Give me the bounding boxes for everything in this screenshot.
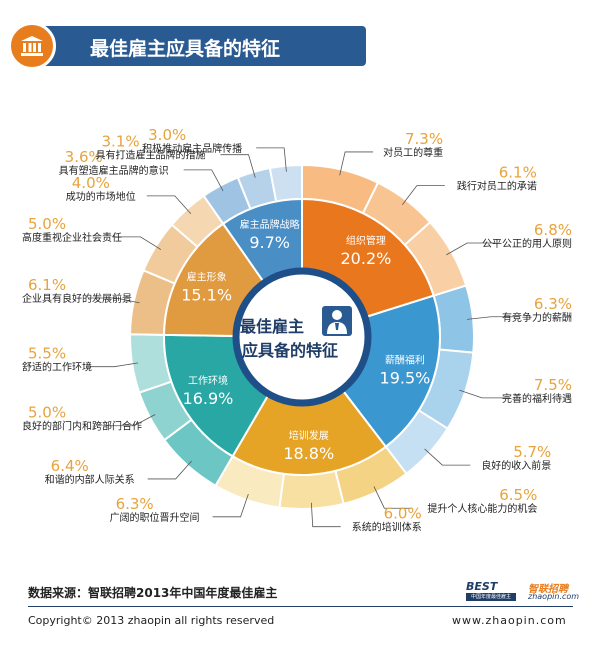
leader-lines — [86, 147, 519, 528]
leader-line — [310, 502, 341, 528]
inner-slice-label: 培训发展 — [289, 429, 329, 442]
outer-slice-value: 3.1% — [102, 133, 140, 151]
center-circle — [232, 267, 372, 407]
inner-slice-label: 雇主品牌战略 — [240, 218, 300, 231]
leader-line — [256, 147, 287, 172]
leader-line — [220, 154, 256, 178]
outer-slice-label: 具有塑造雇主品牌的意识 — [59, 164, 169, 177]
outer-slice-value: 5.0% — [28, 215, 66, 233]
leader-line — [105, 414, 156, 427]
inner-slice-label: 薪酬福利 — [385, 354, 425, 367]
best-logo: BEST 中国年度最佳雇主 — [466, 580, 516, 602]
outer-slice-value: 6.8% — [534, 221, 572, 239]
zhaopin-logo: 智联招聘 zhaopin.com — [528, 584, 580, 601]
copyright: Copyright© 2013 zhaopin all rights reser… — [28, 614, 275, 627]
leader-line — [339, 151, 374, 176]
outer-slice-label: 广阔的职位晋升空间 — [110, 511, 200, 524]
leader-line — [446, 242, 496, 256]
inner-slice-value: 18.8% — [283, 444, 334, 463]
outer-slice-label: 完善的福利待遇 — [502, 392, 572, 405]
person-icon — [322, 306, 352, 336]
leader-line — [112, 236, 162, 250]
outer-slice-value: 5.0% — [28, 404, 66, 422]
outer-slice-label: 成功的市场地位 — [66, 190, 136, 203]
outer-slice-value: 6.5% — [499, 486, 537, 504]
outer-slice-label: 企业具有良好的发展前景 — [22, 292, 132, 305]
outer-slice-label: 践行对员工的承诺 — [457, 180, 537, 193]
outer-slice-value: 7.5% — [534, 376, 572, 394]
outer-slice-value: 5.7% — [513, 443, 551, 461]
outer-slice-label: 良好的收入前景 — [481, 459, 551, 472]
outer-slice-label: 和谐的内部人际关系 — [45, 473, 135, 486]
leader-line — [424, 448, 471, 466]
outer-slice-value: 4.0% — [72, 174, 110, 192]
outer-slice-value: 3.0% — [148, 126, 186, 144]
footer-divider — [28, 606, 573, 607]
outer-slice-label: 积极推动雇主品牌传播 — [142, 142, 242, 155]
leader-line — [86, 362, 139, 368]
outer-slice-label: 舒适的工作环境 — [22, 361, 92, 374]
outer-slice-value: 3.6% — [65, 148, 103, 166]
outer-slice-value: 6.3% — [116, 495, 154, 513]
inner-slice-value: 20.2% — [341, 249, 392, 268]
leader-line — [147, 460, 192, 480]
outer-slice-value: 6.4% — [51, 457, 89, 475]
page-title: 最佳雇主应具备的特征 — [90, 38, 281, 60]
inner-labels: 组织管理 20.2% 薪酬福利 19.5% 培训发展 18.8% 工作环境 16.9% 雇主形象… — [181, 218, 430, 463]
donut-chart: 对员工的尊重7.3%践行对员工的承诺6.1%公平公正的用人原则6.8%有竞争力的… — [22, 126, 572, 534]
outer-slice-label: 系统的培训体系 — [352, 521, 422, 534]
outer-slice-value: 6.1% — [28, 276, 66, 294]
leader-line — [459, 389, 510, 399]
outer-slice-label: 对员工的尊重 — [383, 146, 443, 159]
outer-slice-label: 良好的部门内和跨部门合作 — [22, 420, 142, 433]
outer-slice-label: 有竞争力的薪酬 — [502, 311, 572, 324]
outer-slice-label: 提升个人核心能力的机会 — [427, 502, 537, 515]
outer-slice-label: 具有打造雇主品牌的措施 — [96, 149, 206, 162]
outer-labels: 对员工的尊重7.3%践行对员工的承诺6.1%公平公正的用人原则6.8%有竞争力的… — [22, 126, 572, 534]
header: 最佳雇主应具备的特征 — [8, 22, 368, 70]
leader-line — [183, 169, 224, 192]
leader-line — [373, 486, 413, 509]
leader-line — [402, 185, 445, 205]
inner-slice-label: 工作环境 — [188, 374, 228, 387]
inner-slice-value: 16.9% — [183, 389, 234, 408]
outer-slice-value: 6.0% — [384, 505, 422, 523]
center-title-line1: 最佳雇主 — [240, 317, 304, 336]
leader-line — [212, 493, 249, 518]
leader-line — [467, 316, 519, 320]
data-source: 数据来源：智联招聘2013年中国年度最佳雇主 — [28, 586, 278, 600]
leader-line — [146, 195, 192, 214]
inner-slice-label: 组织管理 — [346, 234, 386, 247]
outer-slice-label: 公平公正的用人原则 — [482, 237, 572, 250]
outer-slice-value: 7.3% — [405, 130, 443, 148]
outer-slice-value: 5.5% — [28, 345, 66, 363]
leader-line — [88, 297, 140, 304]
center-title-line2: 应具备的特征 — [242, 341, 338, 360]
inner-slice-label: 雇主形象 — [187, 270, 227, 283]
inner-slice-value: 15.1% — [181, 285, 232, 304]
inner-ring — [163, 197, 441, 476]
outer-slice-value: 6.1% — [499, 164, 537, 182]
header-bar — [36, 26, 366, 66]
outer-ring — [129, 163, 475, 510]
outer-slice-value: 6.3% — [534, 295, 572, 313]
inner-slice-value: 9.7% — [249, 233, 290, 252]
building-icon — [8, 22, 56, 70]
inner-slice-value: 19.5% — [380, 369, 431, 388]
website-url[interactable]: www.zhaopin.com — [452, 614, 567, 627]
outer-slice-label: 高度重视企业社会责任 — [22, 231, 122, 244]
